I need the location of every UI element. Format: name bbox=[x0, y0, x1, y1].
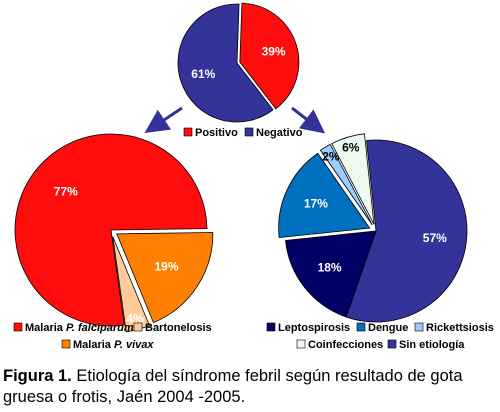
legend-label-bartonelosis: Bartonelosis bbox=[145, 322, 212, 334]
legend-malaria-prefix-1: Malaria bbox=[25, 322, 66, 334]
legend-swatch-bartonelosis bbox=[133, 322, 143, 332]
legend-swatch-dengue bbox=[356, 322, 366, 332]
caption-label: Figura 1. bbox=[3, 367, 72, 385]
legend-falciparum-italic: P. falciparum bbox=[66, 322, 134, 334]
pie-slice-negativo bbox=[177, 3, 274, 123]
data-label-negativo: 61% bbox=[191, 67, 215, 81]
legend-label-dengue: Dengue bbox=[368, 322, 408, 334]
legend-label-leptospirosis: Leptospirosis bbox=[278, 322, 350, 334]
legend-label-sin-etiologia: Sin etiología bbox=[399, 339, 465, 351]
pie-chart-result: 39% 61% bbox=[177, 2, 300, 123]
legend-vivax-italic: P. vivax bbox=[114, 339, 154, 351]
legend-label-coinfecciones: Coinfecciones bbox=[308, 339, 383, 351]
data-label-leptospirosis: 18% bbox=[318, 261, 342, 275]
caption-text: Etiología del síndrome febril según resu… bbox=[3, 367, 463, 406]
pie-chart-negative-etiology: 57% 18% 17% 2%6% bbox=[278, 133, 468, 323]
data-label-dengue: 17% bbox=[304, 197, 328, 211]
data-label-rickettsiosis: 2% bbox=[322, 150, 340, 164]
pie-slice-rickettsiosis bbox=[319, 143, 373, 226]
data-label-sin-etiologia: 57% bbox=[423, 231, 447, 245]
figure-caption: Figura 1. Etiología del síndrome febril … bbox=[3, 366, 497, 408]
data-label-positivo: 39% bbox=[262, 44, 286, 58]
legend-swatch-leptospirosis bbox=[266, 322, 276, 332]
data-label-bartonelosis: 4% bbox=[126, 311, 144, 325]
pie-slice-sin-etiologia bbox=[345, 139, 468, 323]
data-label-malaria-p-falciparum: 77% bbox=[54, 184, 78, 198]
legend-label-falciparum: Malaria P. falciparum bbox=[25, 322, 134, 334]
legend-label-rickettsiosis: Rickettsiosis bbox=[426, 322, 494, 334]
legend-left: Malaria P. falciparum Bartonelosis Malar… bbox=[13, 322, 212, 351]
pie-slice-malaria-p-vivax bbox=[116, 232, 214, 324]
data-label-malaria-p-vivax: 19% bbox=[154, 260, 178, 274]
legend-label-vivax: Malaria P. vivax bbox=[73, 339, 154, 351]
legend-swatch-vivax bbox=[61, 339, 71, 349]
legend-swatch-positivo bbox=[183, 127, 193, 137]
legend-label-negativo: Negativo bbox=[256, 127, 303, 139]
legend-malaria-prefix-2: Malaria bbox=[73, 339, 114, 351]
legend-swatch-coinfecciones bbox=[296, 339, 306, 349]
legend-swatch-sin-etiologia bbox=[387, 339, 397, 349]
pie-chart-positive-etiology: 77% 19% 4% bbox=[14, 133, 214, 333]
pie-slice-malaria-p-falciparum bbox=[14, 133, 208, 327]
legend-swatch-rickettsiosis bbox=[414, 322, 424, 332]
pie-slice-coinfecciones bbox=[331, 133, 375, 225]
arrow-to-positive bbox=[144, 106, 183, 133]
data-label-coinfecciones: 6% bbox=[342, 141, 360, 155]
legend-right: Leptospirosis Dengue Rickettsiosis Coinf… bbox=[266, 322, 494, 351]
legend-swatch-falciparum bbox=[13, 322, 23, 332]
pie-slice-dengue bbox=[278, 152, 371, 239]
arrow-to-negative bbox=[291, 106, 326, 134]
pie-slice-positivo bbox=[239, 2, 300, 110]
pie-slice-leptospirosis bbox=[285, 230, 377, 318]
legend-swatch-negativo bbox=[244, 127, 254, 137]
legend-label-positivo: Positivo bbox=[195, 127, 238, 139]
legend-top: Positivo Negativo bbox=[183, 127, 303, 139]
